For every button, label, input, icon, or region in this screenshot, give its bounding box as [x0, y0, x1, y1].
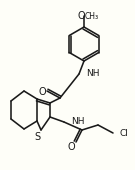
Text: O: O: [77, 11, 85, 21]
Text: NH: NH: [86, 69, 99, 78]
Text: NH: NH: [71, 117, 85, 126]
Text: Cl: Cl: [120, 129, 129, 138]
Text: O: O: [38, 87, 46, 97]
Text: S: S: [34, 132, 40, 142]
Text: CH₃: CH₃: [85, 12, 99, 21]
Text: O: O: [67, 142, 75, 152]
